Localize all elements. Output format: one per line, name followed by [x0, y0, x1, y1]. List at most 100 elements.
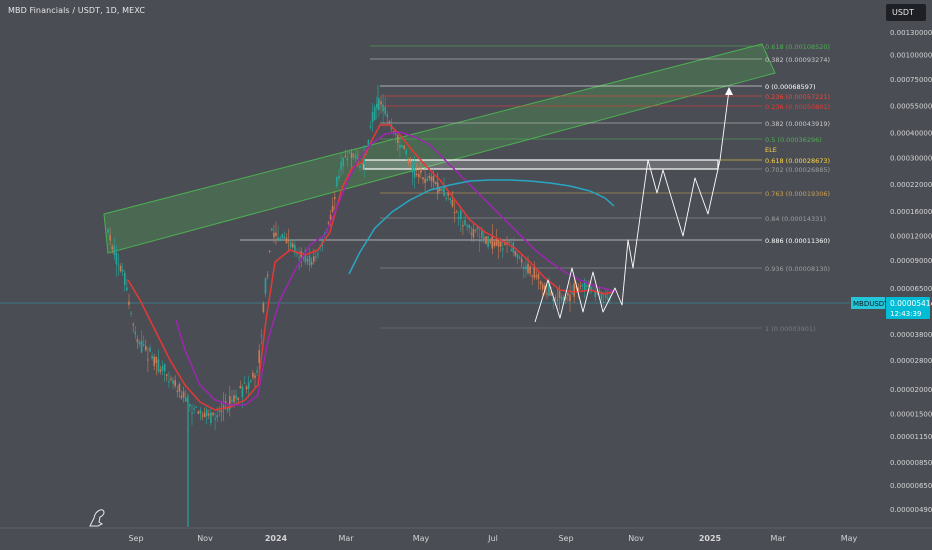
symbol-label: MBDUSDT [853, 300, 889, 308]
candle-body [453, 212, 456, 214]
symbol-tag [851, 297, 885, 309]
candle-body [140, 340, 143, 353]
candle-body [558, 290, 561, 298]
candle-body [310, 262, 313, 265]
candle-body [180, 395, 183, 398]
price-tick-label: 0.00075000 [890, 76, 932, 84]
candle-body [527, 263, 529, 273]
price-tick-label: 0.00002800 [890, 357, 932, 365]
candle-body [218, 410, 221, 412]
candle-body [598, 290, 601, 292]
candle-body [149, 347, 151, 352]
candle-body [170, 378, 172, 380]
candle-body [514, 251, 517, 256]
fib-level-label: 0.236 (0.00057221) [765, 93, 830, 101]
candle-body [292, 243, 294, 248]
fib-level-label: 0.936 (0.00008130) [765, 265, 830, 273]
time-tick-label: Nov [628, 534, 644, 543]
candle-body [172, 380, 174, 384]
candle-body [508, 242, 510, 244]
candle-body [516, 254, 519, 258]
candle-body [247, 382, 250, 389]
candle-body [493, 241, 496, 246]
candle-body [306, 259, 309, 261]
candle-body [426, 178, 428, 182]
candle-body [569, 294, 571, 302]
projection-arrowhead [725, 87, 733, 95]
candle-body [142, 344, 145, 346]
price-tick-label: 0.00002000 [890, 386, 932, 394]
candle-body [166, 374, 168, 376]
candle-body [430, 176, 433, 181]
candle-body [132, 324, 134, 326]
candle-body [510, 249, 512, 251]
candle-body [163, 364, 166, 372]
candle-body [197, 411, 200, 414]
candle-body [107, 228, 109, 233]
time-tick-label: May [413, 534, 430, 543]
price-tick-label: 0.00012000 [890, 233, 932, 241]
candle-body [334, 196, 336, 200]
price-tick-label: 0.00000490 [890, 506, 932, 514]
candle-body [485, 236, 487, 244]
price-tick-label: 0.00022000 [890, 181, 932, 189]
candle-body [273, 232, 275, 238]
candle-body [405, 149, 407, 155]
candle-body [596, 293, 599, 295]
candle-body [476, 226, 479, 230]
time-tick-label: Sep [558, 534, 573, 543]
candle-body [407, 159, 410, 163]
candle-body [548, 283, 550, 296]
candle-body [161, 366, 164, 371]
candle-body [287, 239, 290, 242]
fib-level-label: 0.236 (0.00050801) [765, 103, 830, 111]
candle-body [308, 255, 311, 266]
candle-body [195, 406, 197, 408]
candle-body [441, 188, 443, 191]
candle-body [445, 197, 447, 199]
candle-body [191, 412, 193, 414]
candle-body [260, 335, 263, 337]
time-tick-label: Nov [197, 534, 213, 543]
fib-level-label: 0.5 (0.00036296) [765, 136, 822, 144]
candle-body [271, 228, 273, 231]
candle-body [277, 237, 279, 240]
candle-body [434, 181, 437, 184]
candle-body [403, 145, 405, 149]
candle-body [298, 257, 300, 259]
candle-body [336, 177, 338, 187]
candle-body [371, 111, 374, 122]
candle-body [499, 241, 502, 247]
candle-body [472, 229, 475, 238]
candle-body [497, 240, 500, 247]
candle-body [283, 236, 286, 239]
candle-body [588, 284, 590, 287]
candle-body [602, 301, 605, 303]
price-tick-label: 0.00006500 [890, 285, 932, 293]
candle-body [468, 224, 470, 229]
candle-body [174, 380, 176, 387]
candle-body [363, 156, 365, 165]
currency-badge[interactable]: USDT [886, 4, 926, 21]
candle-body [418, 173, 420, 178]
fib-level-label: 0 (0.00068597) [765, 83, 816, 91]
candle-body [577, 287, 580, 291]
candle-body [523, 266, 525, 269]
candle-body [604, 295, 607, 298]
time-tick-label: Mar [770, 534, 786, 543]
candle-body [518, 257, 521, 259]
ascending-channel [103, 43, 776, 254]
current-price-value: 0.00005414 [890, 299, 932, 308]
candle-body [401, 145, 403, 148]
chart-title: MBD Financials / USDT, 1D, MEXC [8, 6, 146, 15]
candle-body [600, 293, 603, 301]
candle-body [449, 198, 452, 200]
candle-body [470, 233, 473, 235]
candle-body [233, 395, 235, 403]
candle-body [268, 250, 271, 252]
candle-body [415, 174, 418, 176]
candle-body [481, 230, 483, 238]
candle-body [254, 375, 256, 378]
